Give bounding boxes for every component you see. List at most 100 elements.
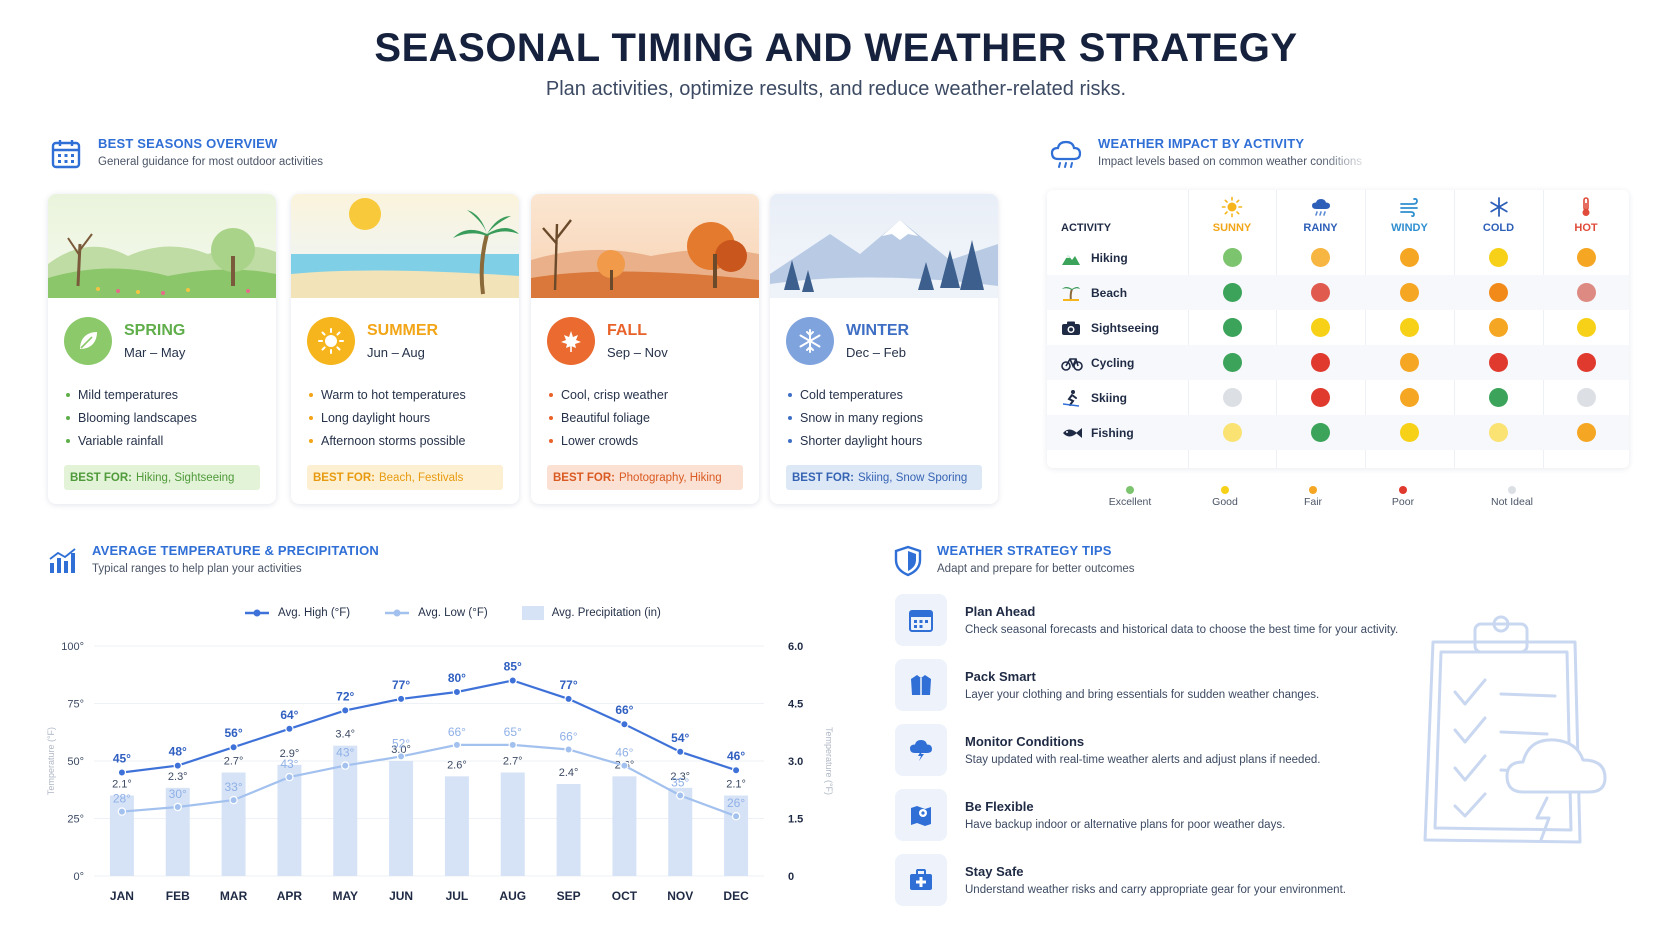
x-tick-label: FEB — [166, 889, 190, 903]
avg-high-data-label: 56° — [225, 726, 243, 740]
winter-badge — [786, 317, 834, 365]
palm-tree-icon — [1061, 284, 1083, 302]
tip-description: Check seasonal forecasts and historical … — [965, 624, 1399, 636]
activity-row: Sightseeing — [1047, 310, 1629, 345]
legend-swatch-low — [385, 609, 410, 617]
precip-bar — [500, 772, 525, 876]
avg-high-line — [121, 679, 737, 774]
impact-dot — [1222, 423, 1242, 442]
impact-dot — [1310, 318, 1330, 337]
precip-bar — [668, 787, 693, 876]
activity-label: Hiking — [1091, 250, 1128, 265]
snowflake-icon — [1489, 197, 1508, 217]
bicycle-icon — [1061, 355, 1083, 371]
impact-dot — [1488, 318, 1508, 337]
precip-bar — [612, 776, 637, 876]
avg-low-line — [121, 743, 737, 818]
spring-badge — [64, 317, 112, 365]
avg-high-data-label: 64° — [280, 708, 298, 722]
clipboard-cloud-illustration — [1423, 615, 1607, 844]
thermometer-icon — [1582, 197, 1590, 216]
avg-low-data-label: 28° — [113, 792, 131, 806]
feature-item: Beautiful foliage — [549, 406, 759, 429]
x-tick-label: JAN — [110, 889, 134, 903]
avg-high-data-label: 45° — [113, 752, 131, 766]
tip-description: Have backup indoor or alternative plans … — [965, 819, 1286, 831]
precip-bar — [556, 784, 581, 876]
avg-low-point — [341, 761, 350, 770]
impact-dot — [1310, 353, 1330, 372]
x-tick-label: JUN — [389, 889, 413, 903]
spring-landscape-illustration — [48, 194, 276, 298]
x-tick-label: APR — [277, 889, 303, 903]
season-card-summer: SUMMER Jun – Aug Warm to hot temperature… — [291, 194, 519, 504]
bar-data-label: 2.6° — [447, 759, 467, 771]
tip-description: Understand weather risks and carry appro… — [965, 884, 1346, 896]
y-tick-left: 25° — [67, 814, 84, 826]
avg-high-point — [173, 761, 182, 770]
impact-dot — [1222, 353, 1242, 372]
season-name: SPRING — [124, 322, 186, 339]
x-tick-label: AUG — [499, 889, 526, 903]
avg-high-point — [452, 687, 462, 697]
precip-bar — [724, 795, 749, 876]
y-tick-left: 50° — [67, 756, 84, 768]
impact-dot — [1222, 318, 1242, 337]
avg-low-data-label: 43° — [280, 757, 298, 771]
feature-item: Blooming landscapes — [66, 406, 276, 429]
avg-low-data-label: 66° — [448, 725, 466, 739]
feature-item: Afternoon storms possible — [309, 429, 519, 452]
y-tick-left: 0° — [73, 871, 84, 883]
avg-high-point — [620, 719, 629, 729]
seasons-section-header: BEST SEASONS OVERVIEW General guidance f… — [48, 136, 323, 172]
impact-dot — [1399, 318, 1419, 337]
impact-dot — [1222, 248, 1242, 267]
avg-low-point — [508, 740, 517, 750]
activity-label: Beach — [1091, 285, 1128, 300]
y-tick-right: 0 — [788, 871, 794, 883]
legend-dot — [1221, 486, 1229, 494]
x-tick-label: JUL — [446, 889, 469, 903]
bar-data-label: 2.4° — [559, 767, 579, 779]
x-tick-label: DEC — [723, 889, 749, 903]
avg-low-point — [452, 740, 462, 750]
bar-data-label: 3.0° — [391, 744, 411, 756]
impact-dot — [1576, 353, 1596, 372]
impact-legend-item: Fair — [1283, 486, 1343, 508]
impact-dot — [1222, 388, 1242, 407]
snowflake-icon — [799, 329, 821, 353]
y-tick-left: 100° — [61, 641, 84, 653]
summer-badge — [307, 317, 355, 365]
tip-be-flexible: Be Flexible Have backup indoor or altern… — [895, 789, 1655, 841]
legend-swatch-high — [245, 609, 269, 617]
impact-dot — [1399, 248, 1419, 267]
avg-low-data-label: 43° — [336, 746, 354, 760]
feature-item: Variable rainfall — [66, 429, 276, 452]
y-tick-left: 75° — [67, 699, 84, 711]
avg-high-point — [508, 676, 517, 685]
page-subtitle: Plan activities, optimize results, and r… — [545, 78, 1127, 100]
avg-high-data-label: 54° — [671, 731, 689, 745]
season-name: WINTER — [846, 322, 910, 339]
chart-section-title: AVERAGE TEMPERATURE & PRECIPITATION — [92, 543, 379, 558]
impact-dot — [1576, 388, 1596, 407]
season-features: Warm to hot temperatures Long daylight h… — [291, 365, 519, 452]
precip-bar — [444, 776, 469, 876]
impact-dot — [1222, 283, 1242, 302]
season-card-spring: SPRING Mar – May Mild temperatures Bloom… — [48, 194, 276, 504]
x-tick-label: NOV — [667, 889, 693, 903]
x-tick-label: OCT — [612, 889, 638, 903]
season-name: FALL — [607, 322, 647, 339]
avg-high-point — [117, 768, 127, 777]
camera-icon — [1061, 320, 1083, 336]
impact-dot — [1488, 283, 1508, 302]
impact-section-title: WEATHER IMPACT BY ACTIVITY — [1098, 136, 1305, 151]
maple-leaf-icon — [561, 331, 581, 352]
avg-low-point — [676, 791, 685, 800]
tip-plan-ahead: Plan Ahead Check seasonal forecasts and … — [895, 594, 1655, 646]
precip-bar — [165, 787, 190, 876]
avg-low-point — [117, 807, 127, 816]
tip-pack-smart: Pack Smart Layer your clothing and bring… — [895, 659, 1655, 711]
column-hot: HOT — [1543, 190, 1629, 240]
calendar-icon — [895, 594, 947, 646]
